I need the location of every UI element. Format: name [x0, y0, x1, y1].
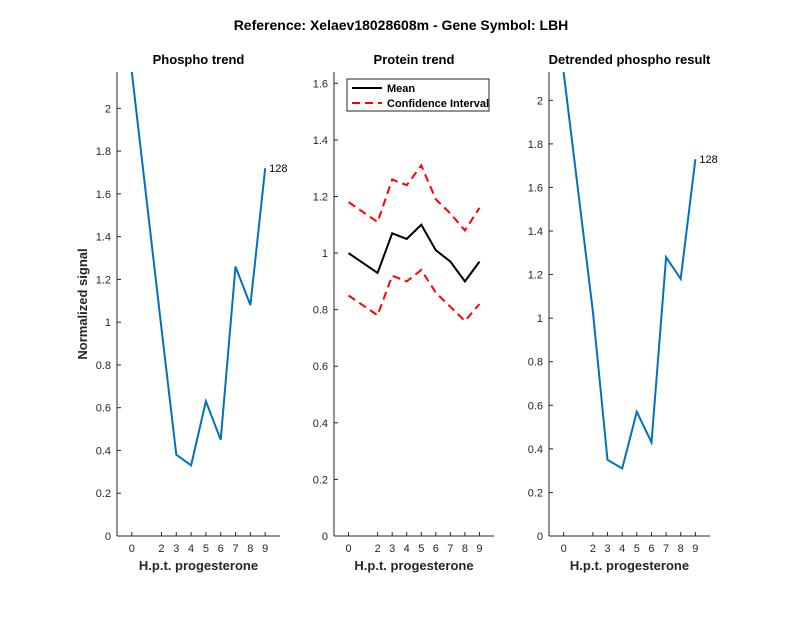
y-tick-label: 1.4 [528, 226, 543, 238]
series-line-1 [130, 72, 267, 468]
point-annotation: 128 [269, 163, 287, 175]
x-tick-label: 7 [232, 543, 238, 555]
panels-container: 00.20.40.60.811.21.41.61.820 2 3 4 5 6 7 8 9Phos… [75, 52, 718, 573]
x-tick-label: 5 [203, 543, 209, 555]
x-axis-label: H.p.t. progesterone [570, 558, 689, 573]
x-tick-label: 6 [433, 543, 439, 555]
y-tick-label: 0.2 [313, 474, 328, 486]
y-tick-label: 2 [537, 95, 543, 107]
x-tick-label: 0 [345, 543, 351, 555]
y-tick-label: 0.4 [96, 445, 111, 457]
x-tick-label: 0 [561, 543, 567, 555]
x-tick-label: 6 [648, 543, 654, 555]
x-tick-label: 3 [604, 543, 610, 555]
x-tick-label: 4 [404, 543, 410, 555]
y-tick-label: 0 [105, 531, 111, 543]
x-tick-label: 7 [447, 543, 453, 555]
chart-panel-1: 00.20.40.60.811.21.41.61.820 2 3 4 5 6 7 8 9Phos… [75, 52, 288, 573]
y-tick-label: 0.2 [96, 488, 111, 500]
y-tick-label: 1.8 [528, 139, 543, 151]
y-tick-label: 0.8 [528, 357, 543, 369]
y-axis-label: Normalized signal [75, 248, 90, 359]
y-tick-label: 0.6 [528, 400, 543, 412]
x-tick-label: 8 [462, 543, 468, 555]
y-tick-label: 0.2 [528, 487, 543, 499]
x-tick-label: 5 [634, 543, 640, 555]
y-tick-label: 1.2 [528, 270, 543, 282]
x-tick-label: 9 [692, 543, 698, 555]
y-tick-label: 1.4 [313, 135, 328, 147]
x-tick-label: 2 [158, 543, 164, 555]
figure-title: Reference: Xelaev18028608m - Gene Symbol… [234, 17, 569, 33]
x-tick-label: 2 [590, 543, 596, 555]
legend: Mean Confidence Interval [346, 78, 490, 112]
legend-box [346, 78, 490, 112]
legend-label: Confidence Interval [387, 98, 489, 110]
x-tick-label: 0 [129, 543, 135, 555]
y-tick-label: 1 [322, 248, 328, 260]
y-tick-label: 0.4 [313, 418, 328, 430]
x-axis-label: H.p.t. progesterone [139, 558, 258, 573]
y-tick-label: 1.4 [96, 232, 111, 244]
point-annotation: 128 [699, 154, 717, 166]
y-tick-label: 1.6 [313, 78, 328, 90]
x-axis-label: H.p.t. progesterone [354, 558, 473, 573]
panel-title: Protein trend [374, 52, 455, 67]
x-tick-label: 8 [678, 543, 684, 555]
y-tick-label: 2 [105, 103, 111, 115]
x-tick-label: 4 [619, 543, 625, 555]
series-line-3 [347, 268, 481, 323]
x-tick-label: 2 [375, 543, 381, 555]
y-tick-label: 1.2 [96, 274, 111, 286]
y-tick-label: 0.8 [313, 305, 328, 317]
y-tick-label: 1.6 [96, 189, 111, 201]
y-tick-label: 0.6 [96, 403, 111, 415]
legend-label: Mean [387, 83, 415, 95]
x-tick-label: 9 [262, 543, 268, 555]
y-tick-label: 0.6 [313, 361, 328, 373]
panel-title: Phospho trend [153, 52, 245, 67]
y-tick-label: 1.6 [528, 182, 543, 194]
y-tick-label: 1.2 [313, 191, 328, 203]
series-line-1 [347, 223, 481, 284]
y-tick-label: 1.8 [96, 146, 111, 158]
x-tick-label: 8 [247, 543, 253, 555]
x-tick-label: 6 [218, 543, 224, 555]
x-tick-label: 5 [418, 543, 424, 555]
y-tick-label: 0 [322, 531, 328, 543]
y-tick-label: 0.4 [528, 444, 543, 456]
x-tick-label: 9 [476, 543, 482, 555]
x-tick-label: 3 [389, 543, 395, 555]
panel-title: Detrended phospho result [549, 52, 711, 67]
series-line-2 [347, 163, 481, 233]
x-tick-label: 3 [173, 543, 179, 555]
y-tick-label: 1 [537, 313, 543, 325]
series-line-1 [562, 72, 697, 471]
x-tick-label: 7 [663, 543, 669, 555]
chart-panel-3: 00.20.40.60.811.21.41.61.820 2 3 4 5 6 7 8 9Detr… [528, 52, 718, 573]
y-tick-label: 0 [537, 531, 543, 543]
x-tick-label: 4 [188, 543, 194, 555]
y-tick-label: 1 [105, 317, 111, 329]
chart-panel-2: 0 0.2 0.4 0.6 0.8 1 1.2 1.4 1.6 0 2 3 4 5 6 7 8 9 Protein … [313, 52, 494, 573]
y-tick-label: 0.8 [96, 360, 111, 372]
